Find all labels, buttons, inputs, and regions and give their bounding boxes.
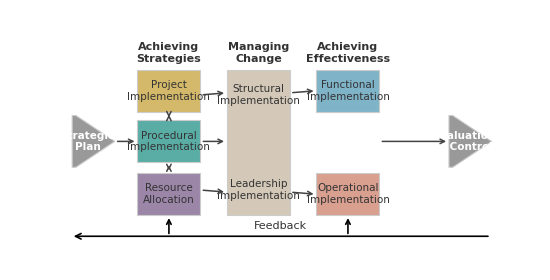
Text: Structural
Implementation: Structural Implementation bbox=[217, 84, 300, 106]
Text: Managing
Change: Managing Change bbox=[228, 42, 289, 64]
Text: Operational
Implementation: Operational Implementation bbox=[306, 183, 389, 205]
Text: Leadership
Implementation: Leadership Implementation bbox=[217, 179, 300, 201]
FancyBboxPatch shape bbox=[138, 120, 200, 162]
FancyBboxPatch shape bbox=[316, 173, 380, 215]
Text: Procedural
Implementation: Procedural Implementation bbox=[128, 130, 210, 152]
Text: Achieving
Strategies: Achieving Strategies bbox=[136, 42, 201, 64]
Text: Project
Implementation: Project Implementation bbox=[128, 80, 210, 102]
Text: Functional
Implementation: Functional Implementation bbox=[306, 80, 389, 102]
Text: Achieving
Effectiveness: Achieving Effectiveness bbox=[306, 42, 390, 64]
FancyBboxPatch shape bbox=[138, 70, 200, 112]
Polygon shape bbox=[449, 116, 492, 167]
Text: Evaluation
& Control: Evaluation & Control bbox=[433, 130, 496, 152]
Text: Feedback: Feedback bbox=[254, 221, 307, 231]
Text: Resource
Allocation: Resource Allocation bbox=[143, 183, 195, 205]
FancyBboxPatch shape bbox=[316, 70, 380, 112]
Polygon shape bbox=[72, 116, 115, 167]
FancyBboxPatch shape bbox=[138, 173, 200, 215]
Text: Strategic
Plan: Strategic Plan bbox=[60, 130, 115, 152]
FancyBboxPatch shape bbox=[227, 70, 290, 215]
